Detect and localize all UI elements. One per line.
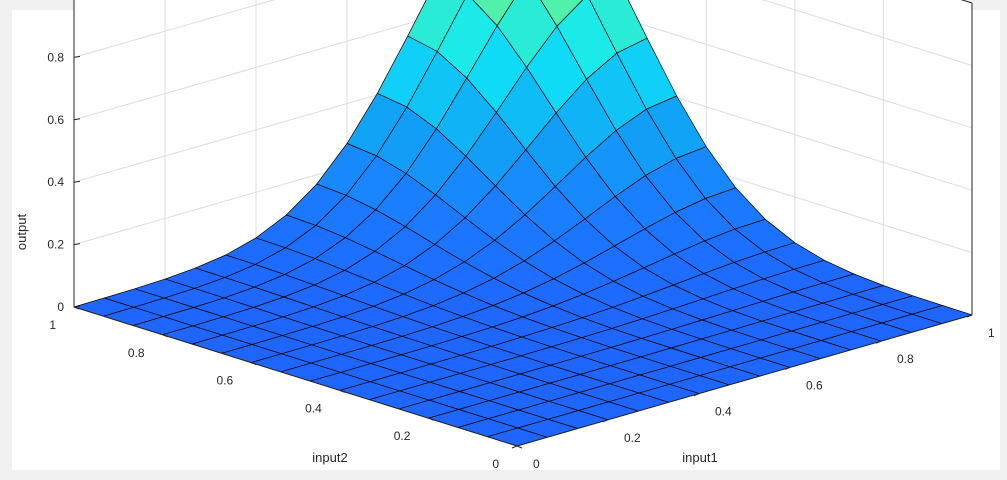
input1-tick-label: 0.6 (806, 378, 823, 392)
input1-tick-mark (966, 314, 973, 318)
input2-tick-label: 0 (492, 457, 499, 471)
input2-axis-ticks: 0 0.2 0.4 0.6 0.8 1 (49, 306, 523, 471)
z-tick-label: 0.8 (47, 50, 64, 64)
input2-tick-label: 0.8 (128, 346, 145, 360)
input2-tick-label: 0.4 (305, 401, 322, 415)
input1-tick-label: 1 (988, 326, 995, 340)
input1-tick-mark (693, 393, 700, 397)
z-axis-ticks: 0 0.2 0.4 0.6 0.8 (47, 50, 81, 314)
z-axis-label: output (14, 214, 29, 251)
z-tick-mark (73, 243, 81, 246)
z-tick-mark (73, 305, 81, 308)
z-tick-label: 0.6 (47, 113, 64, 127)
input1-axis-ticks: 0 0.2 0.4 0.6 0.8 1 (511, 314, 995, 471)
input2-tick-label: 0.2 (394, 429, 411, 443)
input1-tick-mark (784, 366, 791, 370)
z-tick-mark (73, 180, 81, 183)
surface-mesh (73, 0, 973, 447)
grid-line (73, 0, 276, 58)
input2-tick-label: 1 (49, 318, 56, 332)
z-tick-label: 0.2 (47, 238, 64, 252)
axis-edge (516, 314, 973, 447)
input1-tick-mark (511, 445, 518, 449)
input1-tick-label: 0.4 (715, 405, 732, 419)
input2-tick-mark (73, 306, 80, 310)
input1-tick-label: 0 (533, 457, 540, 471)
input2-tick-mark (162, 334, 168, 338)
input2-tick-mark (251, 362, 257, 366)
z-tick-label: 0 (57, 300, 64, 314)
input1-tick-mark (602, 419, 609, 423)
axis-edge (73, 306, 518, 447)
grid-line (761, 0, 973, 66)
input1-tick-label: 0.8 (897, 352, 914, 366)
input1-tick-mark (875, 340, 882, 344)
z-tick-label: 0.4 (47, 175, 64, 189)
input1-axis-label: input1 (682, 450, 717, 465)
box-edges (73, 0, 973, 447)
input2-tick-label: 0.6 (217, 374, 234, 388)
z-tick-mark (73, 55, 81, 58)
input2-axis-label: input2 (312, 450, 347, 465)
input2-tick-mark (516, 445, 523, 449)
z-tick-mark (73, 118, 81, 121)
input1-tick-label: 0.2 (624, 431, 641, 445)
input2-tick-mark (428, 417, 434, 421)
input2-tick-mark (339, 389, 345, 393)
